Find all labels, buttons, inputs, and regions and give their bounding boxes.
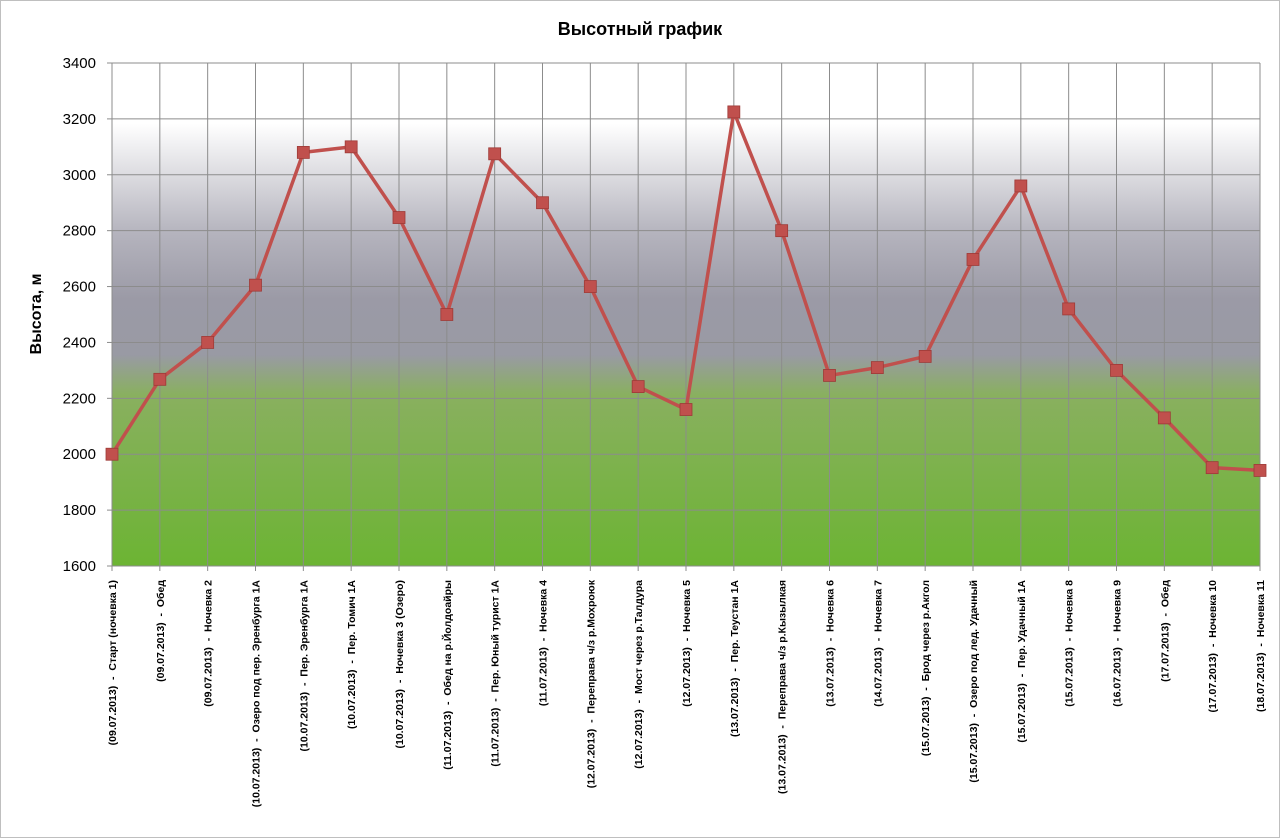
x-tick-label: (10.07.2013) - Пер. Томич 1А xyxy=(346,580,358,729)
data-point-marker xyxy=(1157,411,1171,425)
chart-title: Высотный график xyxy=(558,19,723,39)
data-point-marker xyxy=(249,278,262,292)
data-point-marker xyxy=(1014,179,1028,193)
x-axis-ticks: (09.07.2013) - Старт (ночевка 1) (09.07.2… xyxy=(107,565,1267,808)
data-point-marker xyxy=(536,196,549,210)
x-tick-label: (15.07.2013) - Озеро под лед. Удачный xyxy=(968,580,980,783)
data-point-marker xyxy=(296,146,310,159)
x-tick-label: (14.07.2013) - Ночевка 7 xyxy=(872,580,884,707)
x-tick-label: (10.07.2013) - Озеро под пер. Эренбурга … xyxy=(251,580,263,808)
elevation-markers xyxy=(105,105,1267,477)
x-tick-label: (11.07.2013) - Обед на р.Йолдоайры xyxy=(441,580,454,770)
data-point-marker xyxy=(201,336,215,349)
y-axis-label: Высота, м xyxy=(28,274,45,355)
data-point-marker xyxy=(1110,363,1123,377)
data-point-marker xyxy=(1062,302,1076,316)
y-tick-label: 3200 xyxy=(63,111,96,128)
y-tick-label: 2200 xyxy=(63,390,96,407)
y-tick-label: 2600 xyxy=(63,279,96,296)
data-point-marker xyxy=(727,105,741,119)
x-tick-label: (11.07.2013) - Пер. Юный турист 1А xyxy=(490,580,502,767)
x-tick-label: (09.07.2013) - Ночевка 2 xyxy=(203,580,215,707)
x-tick-label: (12.07.2013) - Ночевка 5 xyxy=(681,580,693,707)
data-point-marker xyxy=(583,280,597,293)
x-tick-label: (09.07.2013) - Обед xyxy=(155,580,167,682)
data-point-marker xyxy=(105,447,119,461)
x-tick-label: (12.07.2013) - Мост через р.Талдура xyxy=(633,580,645,769)
y-tick-label: 1600 xyxy=(63,558,96,575)
x-tick-label: (12.07.2013) - Переправа ч/з р.Мохроюк xyxy=(585,579,597,788)
data-point-marker xyxy=(966,253,980,266)
x-tick-label: (10.07.2013) - Ночевка 3 (Озеро) xyxy=(394,580,406,749)
x-tick-label: (17.07.2013) - Ночевка 10 xyxy=(1207,580,1219,713)
x-tick-label: (10.07.2013) - Пер. Эренбурга 1А xyxy=(298,580,310,752)
x-tick-label: (11.07.2013) - Ночевка 4 xyxy=(538,580,550,706)
x-tick-label: (15.07.2013) - Брод через р.Акгол xyxy=(920,580,932,756)
data-point-marker xyxy=(344,140,358,154)
data-point-marker xyxy=(775,224,789,238)
x-tick-label: (17.07.2013) - Обед xyxy=(1159,580,1171,682)
y-axis-ticks: 1600 1800 2000 2200 2400 2600 2800 3000 3200 3400 xyxy=(63,55,113,575)
data-point-marker xyxy=(153,372,167,386)
y-tick-label: 3000 xyxy=(63,167,96,184)
data-point-marker xyxy=(870,361,884,374)
x-tick-label: (15.07.2013) - Ночевка 8 xyxy=(1064,580,1076,707)
x-tick-label: (13.07.2013) - Ночевка 6 xyxy=(825,580,837,707)
data-point-marker xyxy=(823,369,836,382)
data-point-marker xyxy=(631,380,645,393)
y-tick-label: 2800 xyxy=(63,223,96,240)
data-point-marker xyxy=(440,308,454,321)
x-tick-label: (18.07.2013) - Ночевка 11 xyxy=(1255,580,1267,712)
x-tick-label: (16.07.2013) - Ночевка 9 xyxy=(1112,580,1124,707)
data-point-marker xyxy=(1205,461,1219,475)
y-tick-label: 2400 xyxy=(63,334,96,351)
data-point-marker xyxy=(918,350,932,363)
x-tick-label: (13.07.2013) - Пер. Теустан 1А xyxy=(729,580,741,737)
data-point-marker xyxy=(1253,464,1267,477)
y-tick-label: 1800 xyxy=(63,502,96,519)
data-point-marker xyxy=(392,211,406,224)
data-point-marker xyxy=(679,403,693,416)
x-tick-label: (15.07.2013) - Пер. Удачный 1А xyxy=(1016,580,1028,743)
data-point-marker xyxy=(488,147,502,161)
y-tick-label: 3400 xyxy=(63,55,96,72)
x-tick-label: (09.07.2013) - Старт (ночевка 1) xyxy=(107,580,119,745)
y-tick-label: 2000 xyxy=(63,446,96,463)
x-tick-label: (13.07.2013) - Переправа ч/з р.Кызылкая xyxy=(777,580,789,794)
